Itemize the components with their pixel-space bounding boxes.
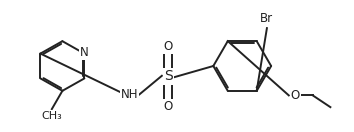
Text: O: O <box>291 89 300 102</box>
Text: NH: NH <box>121 88 138 101</box>
Text: S: S <box>164 69 172 83</box>
Text: Br: Br <box>260 12 274 25</box>
Text: N: N <box>80 46 89 59</box>
Text: O: O <box>164 40 173 53</box>
Text: O: O <box>164 100 173 113</box>
Text: CH₃: CH₃ <box>41 111 62 121</box>
